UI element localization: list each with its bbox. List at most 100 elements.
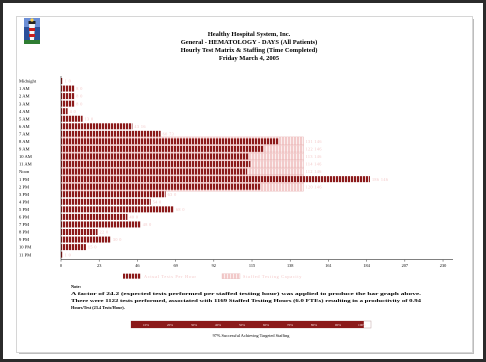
actual-bar [61,206,174,213]
actual-bar [61,78,63,84]
hour-label: Midnight [19,79,37,84]
report-date: Friday March 4, 2005 [219,55,280,62]
actual-bar [61,251,63,258]
hour-label: 11 AM [19,162,32,167]
scale-tick-label: 80% [311,323,317,327]
x-tick-label: 69 [173,263,177,268]
report-org: Healthy Hospital System, Inc. [208,31,291,38]
bar-data-label: 4 0 [70,109,76,114]
scale-tick-label: 90% [335,323,341,327]
note-line-3: Hours/Test (23.4 Tests/Hour). [71,305,125,310]
actual-bar [61,236,111,243]
report-subtitle: Hourly Test Matrix & Staffing (Time Comp… [181,47,318,54]
bar-data-label: 15 0 [88,245,97,250]
actual-bar [61,108,68,115]
actual-bar [61,123,133,130]
actual-bar [61,100,75,107]
scale-tick-label: 50% [239,323,245,327]
actual-bar [61,183,261,190]
hour-label: 10 AM [19,154,32,159]
scale-tick-label: 30% [191,323,197,327]
hour-label: 8 PM [19,230,29,235]
bar-data-label: 54 0 [153,199,162,204]
lighthouse-logo-icon [24,18,40,44]
hour-label: 1 AM [19,86,30,91]
x-tick-label: 0 [60,263,62,268]
bar-data-label: 120 146 [306,184,322,189]
bar-data-label: 113 146 [306,154,322,159]
actual-bar [61,130,161,137]
bar-data-label: 30 0 [113,237,122,242]
bar-data-label: 112 146 [306,169,322,174]
scale-tick-label: 70% [287,323,293,327]
actual-bar [61,198,151,205]
hour-label: 11 PM [19,252,31,257]
hour-label: 1 PM [19,177,29,182]
hour-label: 4 AM [19,109,30,114]
bar-data-label: 114 146 [306,162,322,167]
hour-label: 2 AM [19,94,30,99]
scale-tick-label: 100% [358,323,366,327]
legend-capacity-swatch [221,273,241,279]
staffing-achievement-scale: 10% 20% 30% 40% 50% 60% 70% 80% 90% 100% 97% Succ… [130,320,372,338]
bar-data-label: 8 0 [76,94,82,99]
x-tick-label: 115 [249,263,255,268]
hour-label: 7 PM [19,222,29,227]
bar-data-label: 186 146 [372,177,388,182]
x-tick-label: 184 [363,263,370,268]
bar-data-label: 22 0 [100,230,109,235]
hour-label: 2 PM [19,184,29,189]
actual-bar [61,191,166,198]
hour-label: 6 PM [19,215,29,220]
bar-data-label: 1 0 [65,252,71,257]
bar-data-label: 48 0 [143,222,152,227]
actual-bar [61,93,75,100]
actual-bar [61,145,264,152]
report-department: General - HEMATOLOGY - DAYS (All Patient… [181,39,318,46]
actual-bar [61,115,83,122]
bar-data-label: 13 0 [85,116,94,121]
note-label: Note: [71,284,82,289]
hour-label: 9 PM [19,237,29,242]
actual-bar [61,213,128,220]
hour-label: 5 AM [19,116,30,121]
scale-tick-label: 40% [215,323,221,327]
actual-bar [61,229,98,235]
bar-data-label: 8 0 [76,86,82,91]
actual-bar [61,85,75,92]
scale-tick-label: 60% [263,323,269,327]
hour-label: 6 AM [19,124,30,129]
bar-plot: Midnight 1 0 1 AM 8 0 2 AM 8 0 3 AM 8 0 4 AM 4 0 5… [19,76,453,268]
scale-caption: 97% Successful Achieving Targeted Staffi… [213,333,291,338]
hour-label: 7 AM [19,131,30,136]
hour-label: 5 PM [19,207,29,212]
actual-bar [61,161,251,168]
chart-legend: Actual Tests Per Hour Staffed Testing Cap… [123,273,302,279]
bar-data-label: 122 146 [306,147,322,152]
actual-bar [61,176,370,183]
scale-tick-label: 10% [143,323,149,327]
legend-actual-label: Actual Tests Per Hour [144,274,197,279]
actual-bar [61,153,249,160]
bar-data-label: 63 0 [168,192,177,197]
x-tick-label: 230 [440,263,446,268]
note-line-1: A factor of 24.2 (expected tests perform… [71,291,421,296]
hour-label: 8 AM [19,139,30,144]
hour-label: 9 AM [19,147,30,152]
x-tick-label: 46 [135,263,140,268]
actual-bar [61,168,248,175]
bar-data-label: 43 16 [134,124,145,129]
x-tick-label: 161 [325,263,331,268]
scale-fill [131,321,364,328]
legend-actual-swatch [123,273,141,279]
bar-data-label: 8 0 [76,101,82,106]
x-tick-label: 207 [402,263,409,268]
x-tick-label: 92 [212,263,216,268]
actual-bar [61,138,279,145]
bar-data-label: 1 0 [65,79,71,84]
hour-label: 10 PM [19,245,31,250]
bar-data-label: 40 0 [129,215,138,220]
hour-label: 4 PM [19,199,29,204]
